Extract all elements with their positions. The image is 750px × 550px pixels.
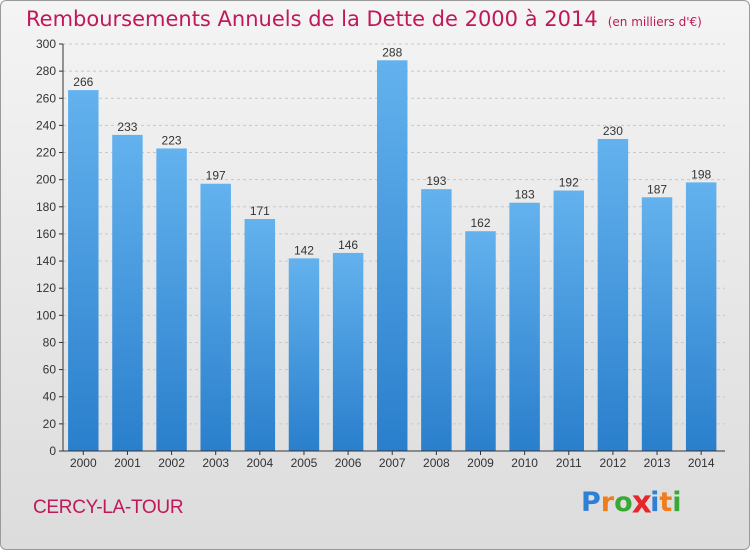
title-text: Remboursements Annuels de la Dette de 20…	[26, 7, 598, 31]
bar	[288, 258, 320, 451]
y-tick-label: 20	[43, 417, 57, 431]
bar	[112, 134, 143, 451]
y-tick-label: 0	[49, 444, 56, 458]
y-tick-label: 120	[36, 281, 56, 295]
bar	[332, 252, 364, 451]
x-tick-label: 2009	[467, 456, 494, 470]
y-tick-label: 220	[36, 146, 56, 160]
y-tick-label: 140	[36, 254, 56, 268]
data-label: 146	[338, 238, 358, 252]
unit-label: (en milliers d'€)	[607, 15, 702, 29]
logo-letter: o	[614, 487, 633, 518]
x-tick-label: 2012	[600, 456, 627, 470]
x-tick-label: 2002	[158, 456, 185, 470]
x-tick-label: 2011	[556, 456, 582, 470]
x-tick-label: 2003	[202, 456, 229, 470]
y-tick-label: 260	[36, 91, 56, 105]
x-tick-label: 2008	[423, 456, 450, 470]
bar	[421, 189, 452, 451]
y-tick-label: 240	[36, 118, 56, 132]
y-tick-label: 180	[36, 200, 56, 214]
bar	[200, 183, 231, 451]
data-label: 171	[250, 204, 270, 218]
data-label: 183	[515, 188, 535, 202]
data-label: 288	[382, 45, 402, 59]
x-tick-label: 2014	[688, 456, 715, 470]
commune-name: CERCY-LA-TOUR	[33, 497, 184, 518]
data-label: 193	[426, 174, 446, 188]
y-tick-label: 100	[36, 308, 56, 322]
data-label: 198	[691, 167, 711, 181]
y-tick-label: 200	[36, 173, 56, 187]
x-tick-label: 2010	[511, 456, 538, 470]
data-label: 162	[470, 216, 490, 230]
x-tick-label: 2001	[114, 456, 141, 470]
bar	[641, 197, 673, 451]
data-label: 233	[117, 120, 137, 134]
bars	[68, 60, 717, 452]
proxiti-logo: Proxiti	[581, 484, 682, 521]
bar	[553, 190, 584, 451]
y-tick-label: 160	[36, 227, 56, 241]
bar	[465, 231, 496, 451]
x-tick-label: 2004	[246, 456, 273, 470]
x-tick-label: 2006	[335, 456, 362, 470]
y-tick-label: 60	[43, 363, 57, 377]
data-label: 187	[647, 182, 667, 196]
bar	[68, 90, 99, 452]
logo-letter: t	[659, 487, 673, 518]
bar	[685, 182, 717, 451]
y-tick-label: 300	[36, 37, 56, 51]
x-axis: 2000 2001 2002 2003 2004 2005 2006 2007 2008 2009…	[63, 450, 725, 470]
chart-title: Remboursements Annuels de la Dette de 20…	[26, 7, 702, 31]
x-tick-label: 2000	[70, 456, 97, 470]
logo-letter: i	[672, 487, 682, 518]
data-label: 223	[162, 133, 182, 147]
bar	[156, 148, 187, 452]
y-tick-label: 280	[36, 64, 56, 78]
data-label: 192	[559, 176, 579, 190]
y-tick-label: 80	[43, 335, 57, 349]
x-tick-label: 2007	[379, 456, 406, 470]
data-label: 142	[294, 243, 314, 257]
data-label: 230	[603, 124, 623, 138]
logo-letter: i	[650, 487, 660, 518]
data-label: 266	[73, 75, 93, 89]
bar	[597, 138, 629, 451]
bar	[244, 219, 276, 451]
y-axis: 0 20 40 60 80 100 120 140 160 180 200 220 240 260 280 3…	[36, 37, 64, 458]
bar	[377, 60, 408, 451]
logo-letter: r	[600, 487, 615, 518]
bar	[509, 202, 540, 451]
y-tick-label: 40	[43, 390, 57, 404]
logo-letter: x	[631, 484, 652, 521]
x-tick-label: 2013	[644, 456, 671, 470]
logo-letter: P	[581, 487, 601, 518]
data-labels: 266 233 223 197 171 142 146 288 193 162 183 192 230 1…	[73, 45, 711, 257]
x-tick-label: 2005	[291, 456, 318, 470]
data-label: 197	[206, 169, 226, 183]
